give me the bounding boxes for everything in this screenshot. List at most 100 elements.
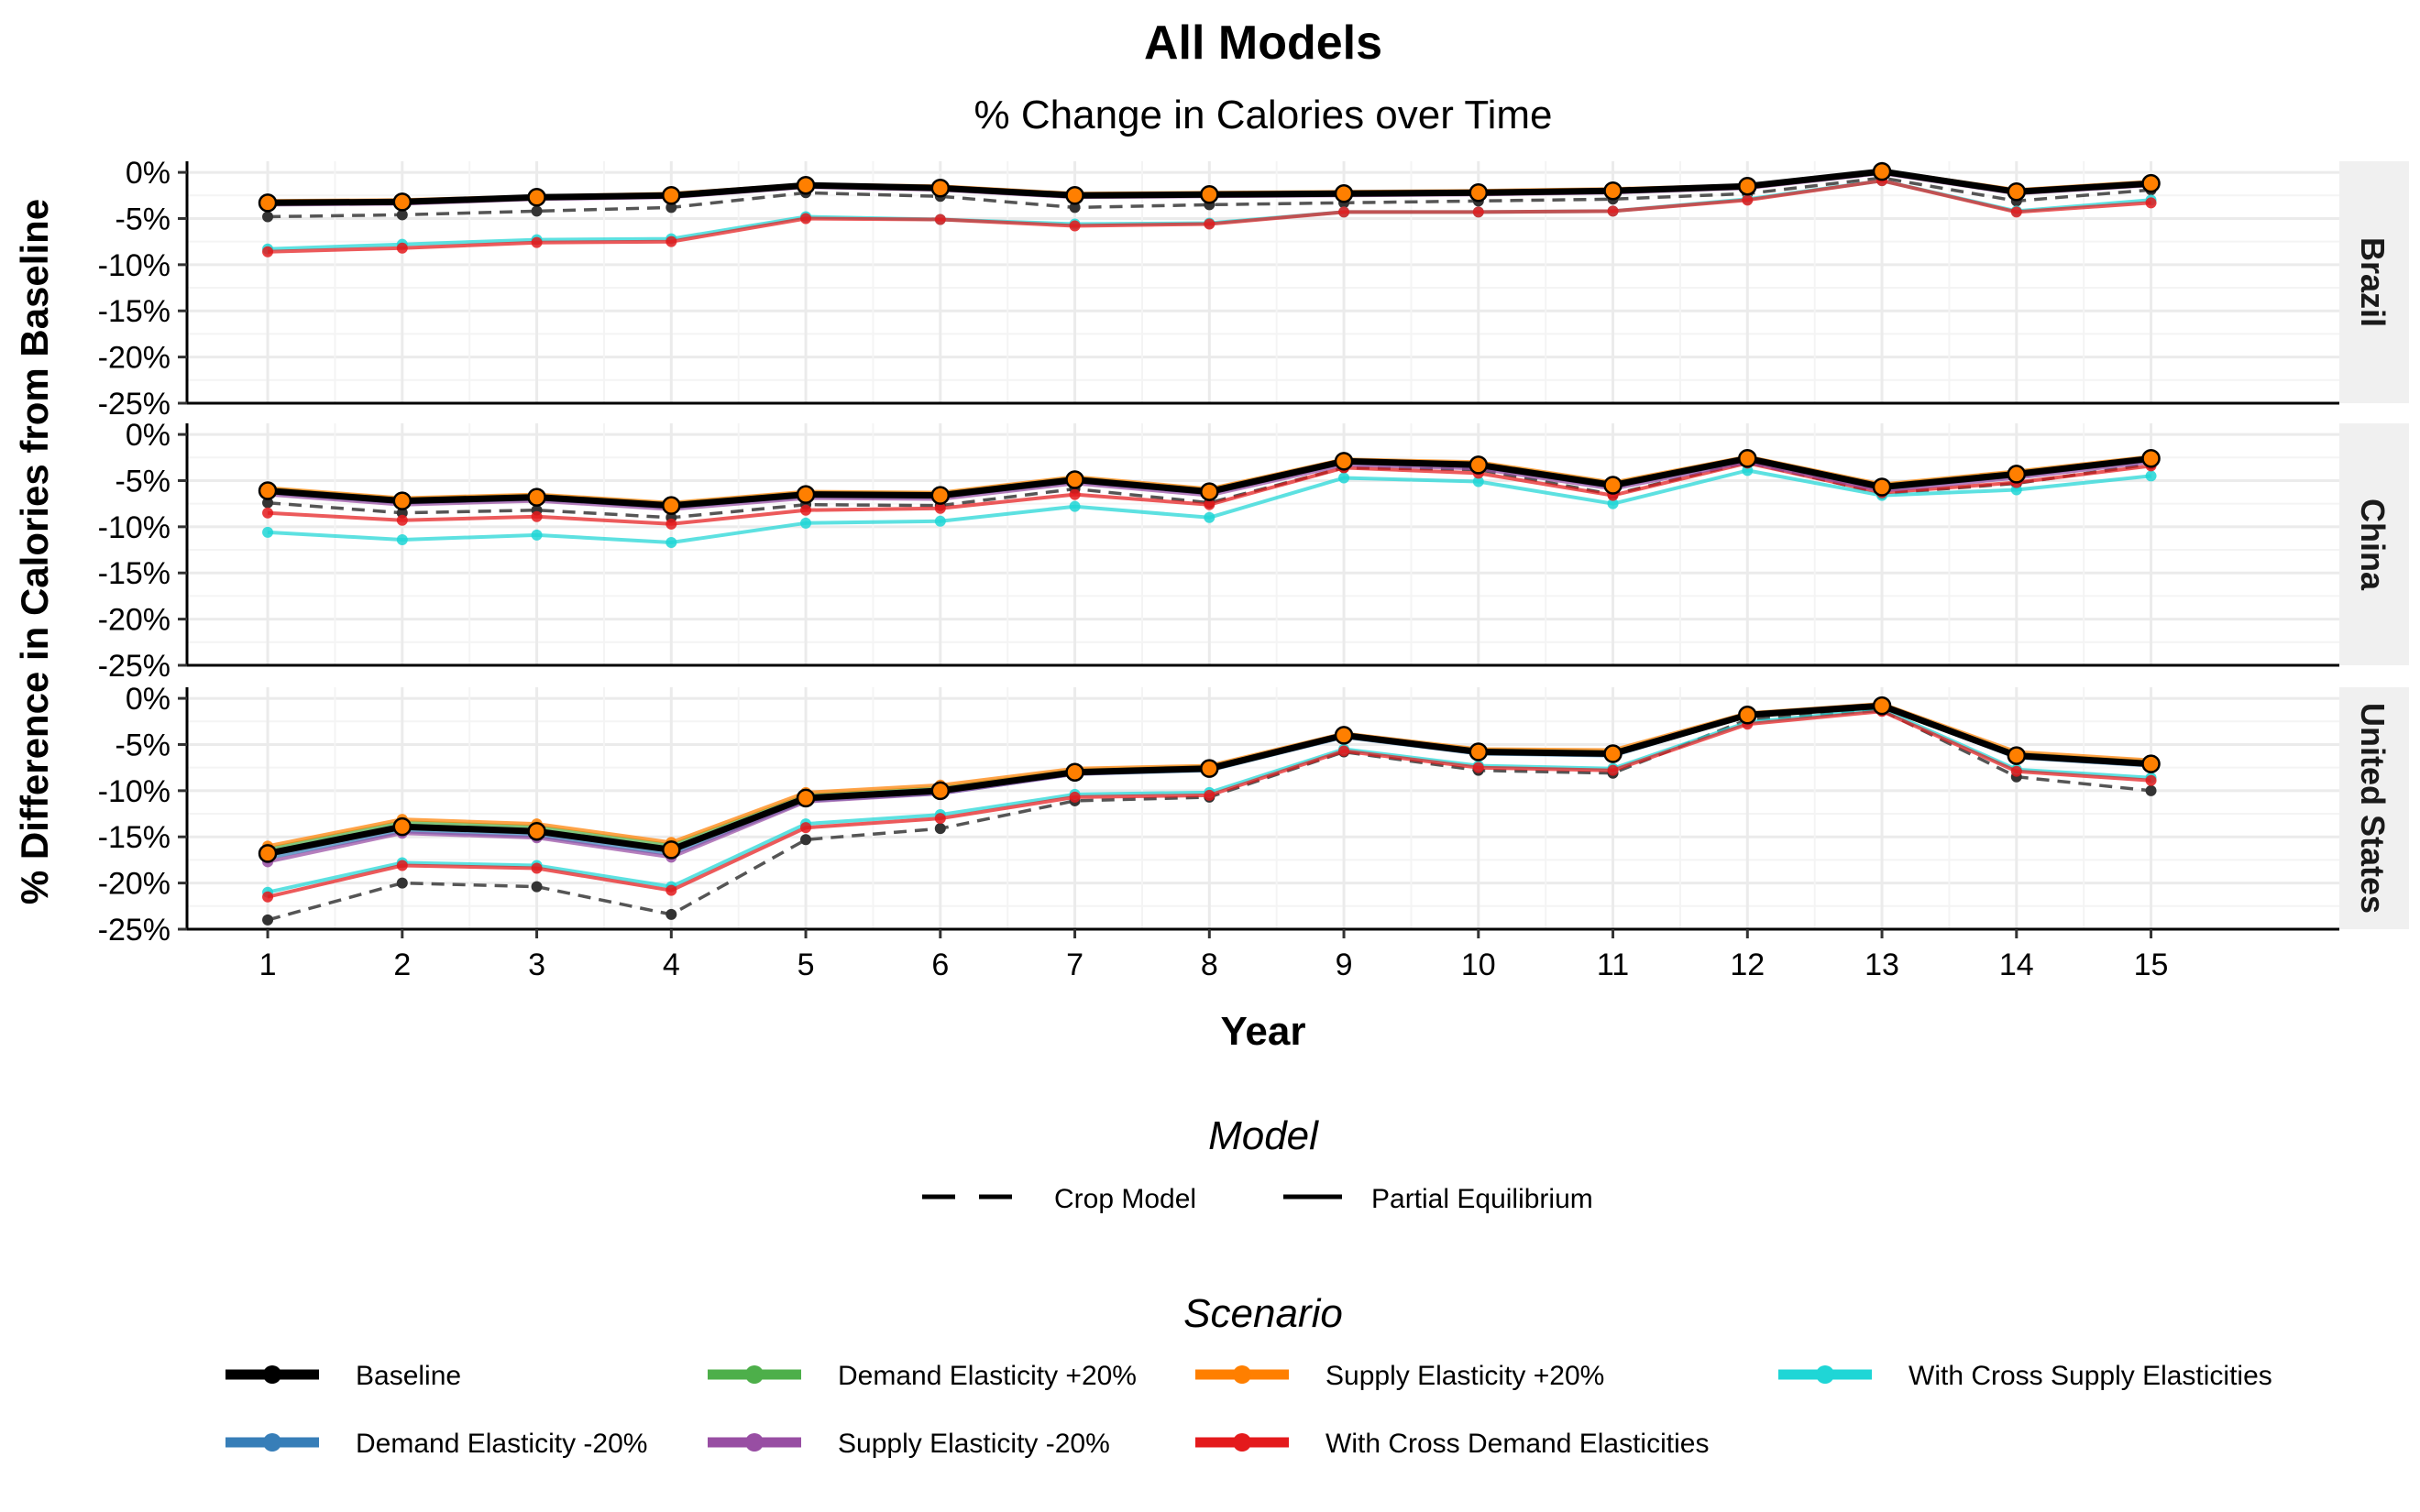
- scenario-legend-item-supply-elasticity-20: Supply Elasticity -20%: [708, 1429, 1110, 1459]
- data-point: [666, 518, 677, 530]
- data-point: [934, 502, 946, 514]
- data-point: [1607, 205, 1619, 217]
- data-point: [1069, 220, 1081, 232]
- facet-strip-label: United States: [2354, 703, 2392, 914]
- y-tick-label: 0%: [126, 682, 170, 717]
- data-point: [930, 781, 951, 801]
- crop-model-point: [934, 823, 946, 835]
- x-tick-label: 13: [1864, 948, 1899, 982]
- legend-label: Crop Model: [1054, 1184, 1196, 1214]
- data-point: [666, 536, 677, 548]
- series-with-cross-supply-elasticities: [262, 465, 2157, 548]
- legend-key-point: [1816, 1365, 1834, 1384]
- series-baseline: [258, 449, 2161, 515]
- facet-strip: [2339, 423, 2409, 665]
- data-point: [930, 178, 951, 198]
- y-tick-label: -25%: [98, 387, 170, 422]
- data-point: [2141, 754, 2161, 773]
- data-point: [1872, 696, 1892, 716]
- x-tick-label: 4: [663, 948, 680, 982]
- data-point: [1472, 206, 1484, 218]
- y-tick-label: -5%: [116, 202, 170, 236]
- y-tick-label: -15%: [98, 294, 170, 329]
- model-legend-item-partial-equilibrium: Partial Equilibrium: [1283, 1184, 1593, 1214]
- data-point: [662, 186, 681, 205]
- data-point: [1872, 477, 1892, 497]
- y-tick-label: -20%: [98, 603, 170, 638]
- crop-model-point: [531, 205, 543, 217]
- facet-strip: [2339, 687, 2409, 929]
- legend-key-point: [745, 1365, 764, 1384]
- model-legend-title: Model: [1208, 1113, 1319, 1158]
- facet-strip-label: China: [2354, 499, 2392, 591]
- legend-key-point: [1233, 1433, 1251, 1452]
- data-point: [2007, 182, 2027, 202]
- crop-model-point: [262, 914, 274, 926]
- data-point: [2007, 746, 2027, 765]
- y-tick-label: -25%: [98, 913, 170, 948]
- data-point: [392, 192, 412, 212]
- data-point: [396, 860, 408, 871]
- data-point: [1065, 762, 1084, 782]
- data-point: [1204, 511, 1216, 523]
- scenario-legend-item-with-cross-supply-elasticities: With Cross Supply Elasticities: [1778, 1361, 2272, 1391]
- panel-background: [187, 423, 2339, 665]
- legend-label: Supply Elasticity -20%: [838, 1429, 1110, 1459]
- crop-model-point: [666, 908, 677, 920]
- x-tick-label: 12: [1730, 948, 1765, 982]
- data-point: [666, 884, 677, 896]
- facet-strip-label: Brazil: [2354, 237, 2392, 327]
- data-point: [2141, 449, 2161, 468]
- scenario-legend-item-demand-elasticity-20: Demand Elasticity +20%: [708, 1361, 1137, 1391]
- legend-label: Supply Elasticity +20%: [1326, 1361, 1604, 1391]
- data-point: [2010, 206, 2022, 218]
- data-point: [800, 213, 812, 225]
- data-point: [934, 813, 946, 825]
- data-point: [531, 529, 543, 541]
- y-tick-label: 0%: [126, 156, 170, 191]
- y-tick-label: -20%: [98, 341, 170, 376]
- scenario-legend-title: Scenario: [1183, 1291, 1343, 1336]
- data-point: [392, 491, 412, 510]
- legend-label: Demand Elasticity +20%: [838, 1361, 1137, 1391]
- data-point: [527, 488, 546, 507]
- data-point: [2145, 774, 2157, 786]
- data-point: [2145, 197, 2157, 209]
- data-point: [796, 175, 816, 195]
- data-point: [1334, 184, 1354, 203]
- data-point: [392, 816, 412, 837]
- data-point: [531, 510, 543, 522]
- data-point: [258, 844, 278, 863]
- x-axis-title: Year: [1221, 1009, 1306, 1054]
- data-point: [1872, 161, 1892, 181]
- chart-title: All Models: [1144, 16, 1382, 70]
- data-point: [1334, 452, 1354, 471]
- data-point: [1468, 183, 1489, 203]
- data-point: [1738, 176, 1757, 196]
- data-point: [1607, 498, 1619, 509]
- data-point: [531, 236, 543, 248]
- data-point: [666, 236, 677, 247]
- data-point: [1603, 181, 1622, 201]
- data-point: [662, 496, 681, 515]
- data-point: [930, 486, 951, 505]
- data-point: [1338, 472, 1350, 484]
- data-point: [1204, 218, 1216, 230]
- data-point: [1069, 791, 1081, 803]
- series-baseline: [258, 696, 2161, 863]
- crop-model-point: [800, 834, 812, 846]
- legend-key-point: [263, 1365, 281, 1384]
- data-point: [258, 481, 278, 500]
- x-axis: 1 2 3 4 5 6 7 8 9 10 11 12 13 14 15: [259, 929, 2168, 982]
- y-tick-label: -15%: [98, 820, 170, 855]
- data-point: [2145, 470, 2157, 482]
- data-point: [1069, 500, 1081, 512]
- y-tick-label: -25%: [98, 649, 170, 684]
- legend-key-point: [1233, 1365, 1251, 1384]
- facet-strip: [2339, 161, 2409, 403]
- chart-subtitle: % Change in Calories over Time: [974, 93, 1553, 137]
- scenario-legend-item-with-cross-demand-elasticities: With Cross Demand Elasticities: [1195, 1429, 1709, 1459]
- data-point: [258, 193, 278, 213]
- x-tick-label: 11: [1597, 948, 1629, 982]
- data-point: [1603, 476, 1622, 495]
